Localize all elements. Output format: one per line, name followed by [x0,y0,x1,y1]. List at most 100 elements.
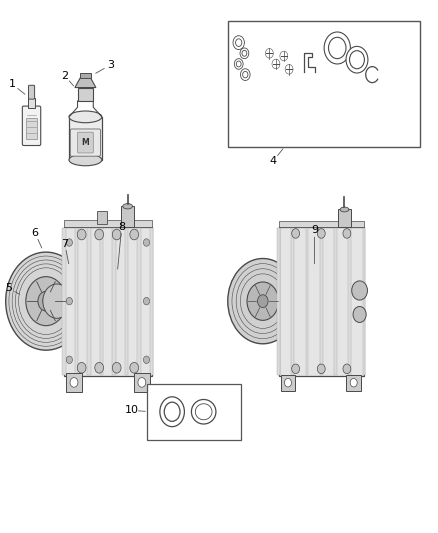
Bar [348,228,351,375]
Circle shape [164,402,180,421]
Circle shape [43,297,49,305]
Circle shape [70,377,78,387]
Text: 8: 8 [118,222,125,231]
Ellipse shape [69,154,102,166]
Circle shape [350,51,364,69]
Circle shape [352,281,367,300]
Bar [320,228,322,375]
Text: M: M [81,138,89,147]
FancyBboxPatch shape [70,129,100,156]
Circle shape [328,37,346,59]
Bar [281,375,295,391]
Circle shape [77,229,86,240]
Circle shape [285,378,292,387]
Text: 2: 2 [61,71,68,80]
Circle shape [143,239,149,246]
Circle shape [43,284,71,318]
Circle shape [95,229,103,240]
Bar [75,228,78,375]
Circle shape [292,364,300,374]
Text: 6: 6 [32,228,39,238]
Circle shape [317,229,325,238]
Bar [279,227,364,376]
Bar [113,228,116,375]
Bar [134,373,149,392]
Bar [97,211,106,224]
Circle shape [353,306,366,322]
FancyBboxPatch shape [78,132,93,153]
Bar [66,373,81,392]
Bar [334,228,337,375]
Bar [147,384,241,440]
Circle shape [240,69,250,80]
Circle shape [234,59,243,69]
Ellipse shape [340,207,349,212]
Text: 4: 4 [270,156,277,166]
Bar [69,117,102,160]
Circle shape [236,39,242,46]
Ellipse shape [69,111,102,123]
Bar [346,375,361,391]
Circle shape [130,229,138,240]
Text: 1: 1 [9,79,16,89]
Circle shape [240,48,249,59]
Bar [138,228,141,375]
Bar [121,206,134,227]
Bar [78,87,93,101]
Bar [88,228,91,375]
Text: 3: 3 [107,60,114,70]
Bar [28,98,35,108]
Circle shape [317,364,325,374]
Bar [125,228,128,375]
Text: 9: 9 [311,225,318,235]
Bar [64,220,152,227]
Text: 5: 5 [5,283,12,293]
Circle shape [138,377,146,387]
Circle shape [143,297,149,305]
Circle shape [6,252,86,350]
Bar [228,21,420,147]
Circle shape [38,292,54,311]
Circle shape [66,297,72,305]
Bar [26,118,37,139]
Bar [338,209,350,227]
Bar [363,228,365,375]
Bar [277,228,280,375]
Circle shape [292,229,300,238]
Circle shape [130,362,138,373]
FancyBboxPatch shape [22,106,41,146]
Polygon shape [75,78,96,87]
Text: 7: 7 [61,239,68,248]
Circle shape [243,71,248,78]
Circle shape [247,282,279,320]
Bar [279,221,364,227]
Bar [80,72,91,78]
Bar [62,228,66,375]
Text: 10: 10 [124,406,138,415]
Bar [100,228,103,375]
Circle shape [350,378,357,387]
Circle shape [26,277,66,326]
Bar [64,227,152,376]
Circle shape [343,229,351,238]
Circle shape [77,362,86,373]
Circle shape [324,32,350,64]
Ellipse shape [123,204,132,209]
Circle shape [66,239,72,246]
FancyBboxPatch shape [28,85,35,99]
Bar [150,228,153,375]
Circle shape [112,362,121,373]
Bar [306,228,308,375]
Circle shape [143,356,149,364]
Circle shape [233,36,244,50]
Circle shape [112,229,121,240]
Bar [291,228,294,375]
Circle shape [258,295,268,308]
Circle shape [346,46,368,73]
Circle shape [160,397,184,426]
Circle shape [95,362,103,373]
Circle shape [343,364,351,374]
Circle shape [237,61,241,67]
Circle shape [228,259,298,344]
Circle shape [66,356,72,364]
